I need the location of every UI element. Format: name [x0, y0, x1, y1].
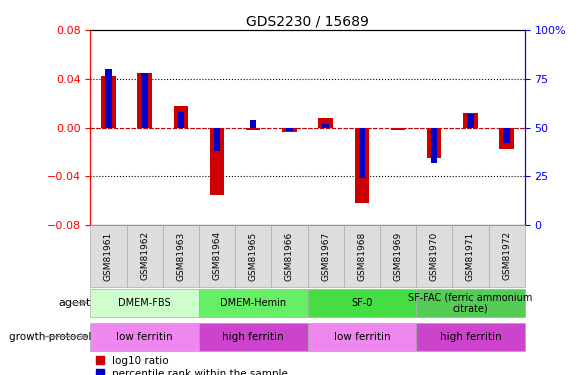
- Text: GSM81972: GSM81972: [502, 231, 511, 280]
- Text: SF-FAC (ferric ammonium
citrate): SF-FAC (ferric ammonium citrate): [408, 292, 533, 314]
- Bar: [163, 225, 199, 287]
- Bar: [282, 128, 297, 132]
- Text: SF-0: SF-0: [351, 298, 373, 308]
- Bar: [286, 128, 293, 131]
- Text: high ferritin: high ferritin: [223, 332, 284, 342]
- Bar: [463, 113, 477, 128]
- Text: GSM81963: GSM81963: [176, 231, 185, 280]
- Bar: [90, 322, 199, 351]
- Bar: [199, 289, 308, 317]
- Text: GSM81969: GSM81969: [394, 231, 402, 280]
- Bar: [427, 128, 441, 158]
- Bar: [467, 114, 473, 128]
- Bar: [138, 73, 152, 128]
- Text: high ferritin: high ferritin: [440, 332, 501, 342]
- Bar: [380, 225, 416, 287]
- Bar: [354, 128, 369, 203]
- Bar: [178, 112, 184, 128]
- Bar: [199, 225, 235, 287]
- Text: low ferritin: low ferritin: [117, 332, 173, 342]
- Text: GSM81961: GSM81961: [104, 231, 113, 280]
- Text: DMEM-Hemin: DMEM-Hemin: [220, 298, 286, 308]
- Text: GSM81965: GSM81965: [249, 231, 258, 280]
- Bar: [271, 225, 308, 287]
- Text: GSM81967: GSM81967: [321, 231, 330, 280]
- Text: growth protocol: growth protocol: [9, 332, 91, 342]
- Text: GSM81968: GSM81968: [357, 231, 366, 280]
- Bar: [246, 128, 261, 130]
- Bar: [489, 225, 525, 287]
- Bar: [210, 128, 224, 195]
- Bar: [308, 289, 416, 317]
- Bar: [308, 322, 416, 351]
- Bar: [500, 128, 514, 149]
- Text: DMEM-FBS: DMEM-FBS: [118, 298, 171, 308]
- Bar: [416, 225, 452, 287]
- Bar: [318, 118, 333, 128]
- Bar: [431, 128, 437, 163]
- Bar: [344, 225, 380, 287]
- Text: GSM81966: GSM81966: [285, 231, 294, 280]
- Text: GSM81970: GSM81970: [430, 231, 439, 280]
- Bar: [322, 124, 329, 128]
- Text: GSM81971: GSM81971: [466, 231, 475, 280]
- Bar: [90, 289, 199, 317]
- Bar: [250, 120, 257, 128]
- Bar: [142, 73, 148, 128]
- Text: GSM81962: GSM81962: [140, 231, 149, 280]
- Bar: [416, 322, 525, 351]
- Title: GDS2230 / 15689: GDS2230 / 15689: [246, 15, 369, 29]
- Bar: [308, 225, 344, 287]
- Bar: [359, 128, 365, 178]
- Bar: [503, 128, 510, 143]
- Bar: [416, 289, 525, 317]
- Bar: [101, 76, 115, 128]
- Text: low ferritin: low ferritin: [333, 332, 390, 342]
- Bar: [90, 225, 127, 287]
- Bar: [235, 225, 271, 287]
- Bar: [127, 225, 163, 287]
- Text: GSM81964: GSM81964: [213, 231, 222, 280]
- Bar: [174, 106, 188, 128]
- Bar: [199, 322, 308, 351]
- Bar: [105, 69, 112, 128]
- Bar: [452, 225, 489, 287]
- Bar: [214, 128, 220, 151]
- Bar: [391, 128, 405, 130]
- Text: agent: agent: [59, 298, 91, 308]
- Legend: log10 ratio, percentile rank within the sample: log10 ratio, percentile rank within the …: [96, 356, 288, 375]
